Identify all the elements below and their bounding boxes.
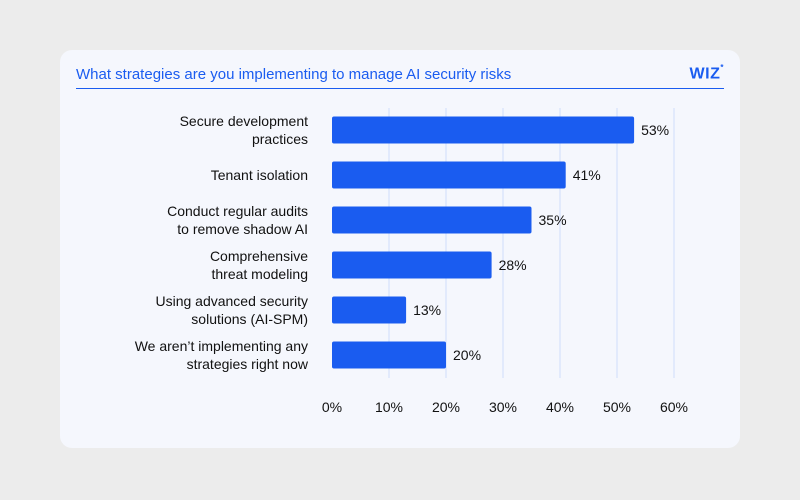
x-tick-label: 50% — [603, 399, 631, 415]
category-label-line: Comprehensive — [210, 248, 308, 264]
chart-header: What strategies are you implementing to … — [76, 63, 724, 89]
x-tick-label: 20% — [432, 399, 460, 415]
bar — [332, 206, 532, 234]
data-label: 35% — [539, 212, 567, 228]
category-label-line: strategies right now — [187, 356, 309, 372]
category-label-line: Secure development — [180, 113, 309, 129]
x-tick-label: 0% — [322, 399, 342, 415]
category-label: Secure development practices — [180, 113, 309, 147]
chart-card: What strategies are you implementing to … — [60, 50, 740, 448]
data-label: 28% — [499, 257, 527, 273]
bar — [332, 251, 492, 279]
bar-chart: Secure development practices Tenant isolat… — [135, 108, 688, 415]
category-label-line: Using advanced security — [155, 293, 308, 309]
data-label: 53% — [641, 122, 669, 138]
x-tick-label: 40% — [546, 399, 574, 415]
category-labels: Secure development practices Tenant isolat… — [135, 113, 309, 372]
grid-lines — [388, 108, 675, 378]
x-axis-ticks: 0% 10% 20% 30% 40% 50% 60% — [322, 399, 688, 415]
category-label-line: to remove shadow AI — [177, 221, 308, 237]
bar — [332, 116, 635, 144]
category-label-line: We aren’t implementing any — [135, 338, 308, 354]
logo-mark: * — [720, 63, 724, 72]
bar — [332, 161, 566, 189]
category-label: We aren’t implementing any strategies rig… — [135, 338, 309, 372]
x-tick-label: 30% — [489, 399, 517, 415]
bar — [332, 296, 407, 324]
data-label: 20% — [453, 347, 481, 363]
x-tick-label: 10% — [375, 399, 403, 415]
bars — [332, 116, 635, 369]
data-labels: 53% 41% 35% 28% 13% 20% — [413, 122, 669, 363]
category-label: Conduct regular audits to remove shadow A… — [167, 203, 308, 237]
chart-title: What strategies are you implementing to … — [76, 66, 512, 83]
bar — [332, 341, 446, 369]
category-label-line: Conduct regular audits — [167, 203, 308, 219]
category-label-line: Tenant isolation — [211, 167, 308, 183]
category-label-line: practices — [252, 131, 308, 147]
category-label: Using advanced security solutions (AI-SPM… — [155, 293, 308, 327]
data-label: 13% — [413, 302, 441, 318]
wiz-logo: WIZ* — [689, 63, 724, 83]
category-label-line: threat modeling — [211, 266, 308, 282]
category-label-line: solutions (AI-SPM) — [191, 311, 308, 327]
logo-text: WIZ — [689, 65, 721, 83]
x-tick-label: 60% — [660, 399, 688, 415]
data-label: 41% — [573, 167, 601, 183]
category-label: Tenant isolation — [211, 167, 308, 183]
category-label: Comprehensive threat modeling — [210, 248, 308, 282]
